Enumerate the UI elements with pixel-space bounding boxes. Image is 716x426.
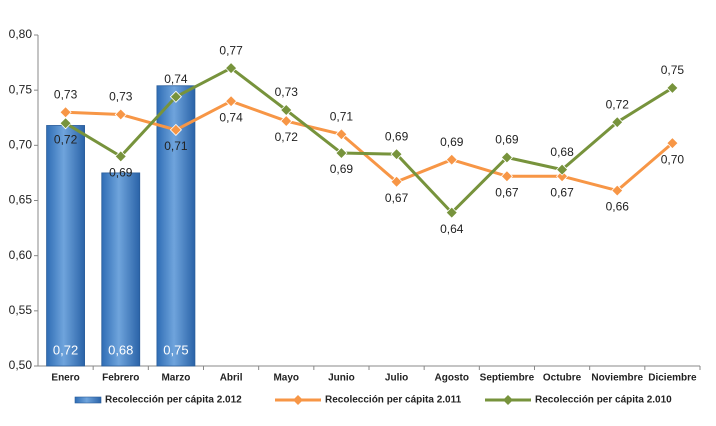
legend-marker	[503, 395, 513, 405]
marker	[611, 184, 624, 197]
bar-value-label: 0,75	[163, 342, 188, 357]
bar-value-label: 0,72	[53, 342, 78, 357]
legend-marker	[293, 395, 303, 405]
y-tick-label: 0,75	[9, 82, 33, 96]
x-tick-label: Febrero	[102, 373, 139, 384]
marker	[500, 170, 513, 183]
point-value-label: 0,69	[495, 133, 519, 147]
marker	[666, 81, 679, 95]
point-value-label: 0,71	[164, 139, 188, 153]
x-tick-label: Diciembre	[648, 373, 697, 384]
legend-label: Recolección per cápita 2.010	[535, 395, 672, 406]
point-value-label: 0,72	[606, 97, 630, 111]
y-tick-label: 0,55	[9, 303, 33, 317]
y-tick-label: 0,50	[9, 358, 33, 372]
point-value-label: 0,69	[440, 135, 464, 149]
point-value-label: 0,74	[219, 110, 243, 124]
marker	[280, 103, 293, 117]
marker	[225, 95, 238, 108]
marker	[556, 170, 569, 183]
point-value-label: 0,69	[330, 162, 354, 176]
x-tick-label: Marzo	[161, 373, 190, 384]
bar	[101, 172, 141, 367]
marker	[666, 137, 679, 150]
point-value-label: 0,64	[440, 222, 464, 236]
y-tick-label: 0,65	[9, 193, 33, 207]
marker	[169, 90, 182, 103]
point-value-label: 0,70	[661, 152, 685, 166]
point-value-label: 0,71	[330, 109, 354, 123]
marker	[611, 116, 624, 129]
marker	[169, 123, 182, 136]
point-value-label: 0,73	[275, 85, 299, 99]
legend-label: Recolección per cápita 2.011	[325, 395, 462, 406]
bar	[156, 85, 196, 367]
legend-label: Recolección per cápita 2.012	[105, 395, 242, 406]
y-tick-label: 0,80	[9, 27, 33, 41]
x-tick-label: Mayo	[273, 373, 299, 384]
point-value-label: 0,68	[550, 145, 574, 159]
point-value-label: 0,67	[550, 185, 574, 199]
marker	[59, 117, 72, 130]
point-value-label: 0,73	[54, 87, 78, 101]
marker	[225, 62, 238, 75]
x-tick-label: Junio	[328, 373, 355, 384]
marker	[500, 151, 513, 164]
x-tick-label: Julio	[385, 373, 408, 384]
x-tick-label: Noviembre	[591, 373, 643, 384]
y-tick-label: 0,70	[9, 138, 33, 152]
marker	[280, 114, 293, 128]
marker	[114, 150, 127, 163]
point-value-label: 0,69	[109, 166, 133, 180]
point-value-label: 0,74	[164, 72, 188, 86]
marker	[335, 146, 348, 160]
line	[64, 66, 674, 215]
marker	[556, 163, 569, 176]
marker	[390, 148, 403, 161]
marker	[445, 206, 458, 219]
marker	[335, 128, 348, 141]
x-tick-label: Octubre	[543, 373, 582, 384]
x-tick-label: Agosto	[435, 373, 469, 384]
marker	[390, 175, 403, 188]
marker	[114, 108, 127, 121]
point-value-label: 0,75	[661, 63, 685, 77]
marker	[59, 106, 72, 119]
bar-value-label: 0,68	[108, 342, 133, 357]
y-tick-label: 0,60	[9, 248, 33, 262]
x-tick-label: Abril	[220, 373, 243, 384]
point-value-label: 0,77	[219, 43, 243, 57]
point-value-label: 0,72	[275, 130, 299, 144]
point-value-label: 0,72	[54, 132, 78, 146]
point-value-label: 0,66	[606, 200, 630, 214]
point-value-label: 0,67	[495, 185, 519, 199]
bar	[46, 125, 85, 367]
x-tick-label: Enero	[51, 373, 79, 384]
point-value-label: 0,73	[109, 90, 133, 104]
legend-swatch	[74, 396, 102, 404]
marker	[445, 153, 458, 166]
point-value-label: 0,69	[385, 129, 409, 143]
point-value-label: 0,67	[385, 191, 409, 205]
line	[65, 99, 674, 193]
x-tick-label: Septiembre	[480, 373, 535, 384]
